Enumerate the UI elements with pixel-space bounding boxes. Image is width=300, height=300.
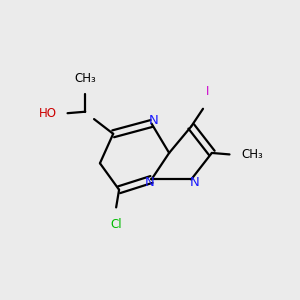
Text: N: N — [189, 176, 199, 189]
Text: CH₃: CH₃ — [74, 72, 96, 85]
Text: N: N — [145, 176, 155, 190]
Text: CH₃: CH₃ — [241, 148, 263, 161]
Text: N: N — [149, 114, 159, 127]
Text: I: I — [206, 85, 209, 98]
Text: HO: HO — [39, 107, 57, 120]
Text: Cl: Cl — [110, 218, 122, 231]
